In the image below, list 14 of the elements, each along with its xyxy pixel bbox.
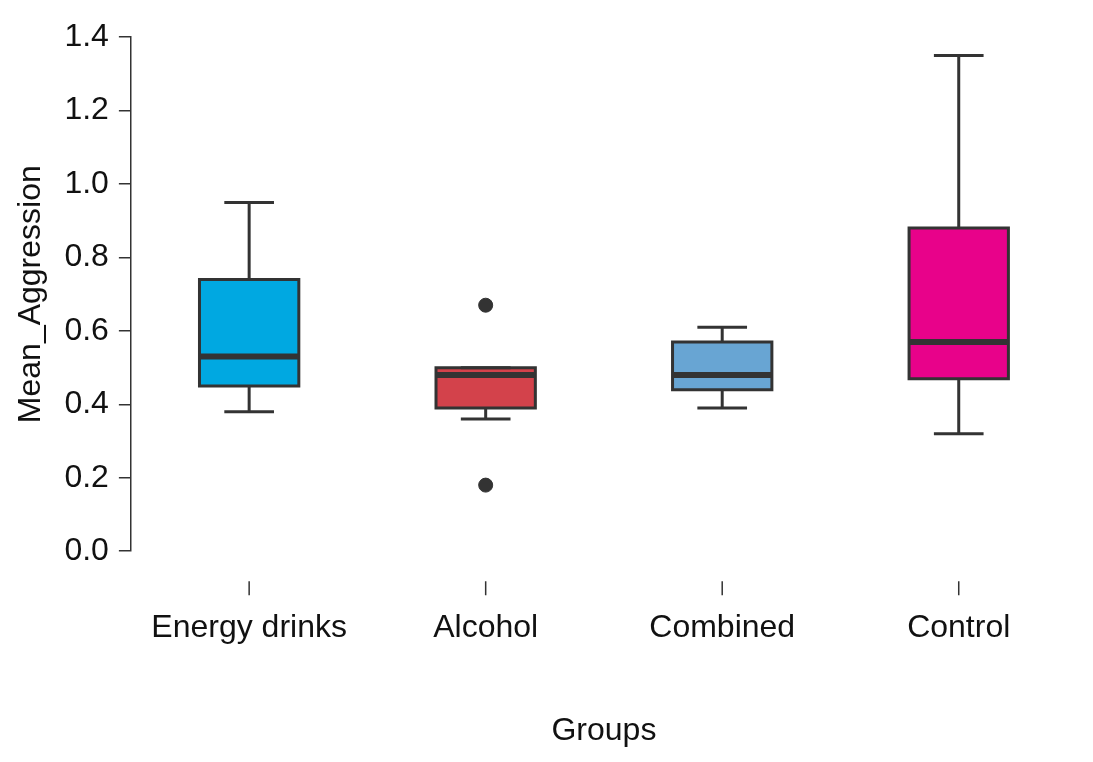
y-tick-label: 0.2 xyxy=(64,457,109,494)
y-tick-label: 1.2 xyxy=(64,90,109,127)
x-tick-label: Combined xyxy=(649,608,796,645)
y-tick-label: 0.4 xyxy=(64,384,109,421)
y-tick-label: 0.6 xyxy=(64,310,109,347)
x-tick-label: Alcohol xyxy=(433,608,539,645)
y-tick-label: 1.0 xyxy=(64,163,109,200)
y-tick-label: 0.8 xyxy=(64,237,109,274)
y-tick-label: 1.4 xyxy=(64,17,109,54)
x-axis-title: Groups xyxy=(551,710,657,747)
y-tick-label: 0.0 xyxy=(64,531,109,568)
y-axis-title: Mean_Aggression xyxy=(11,165,48,424)
x-tick-label: Control xyxy=(907,608,1011,645)
x-tick-label: Energy drinks xyxy=(151,608,347,645)
